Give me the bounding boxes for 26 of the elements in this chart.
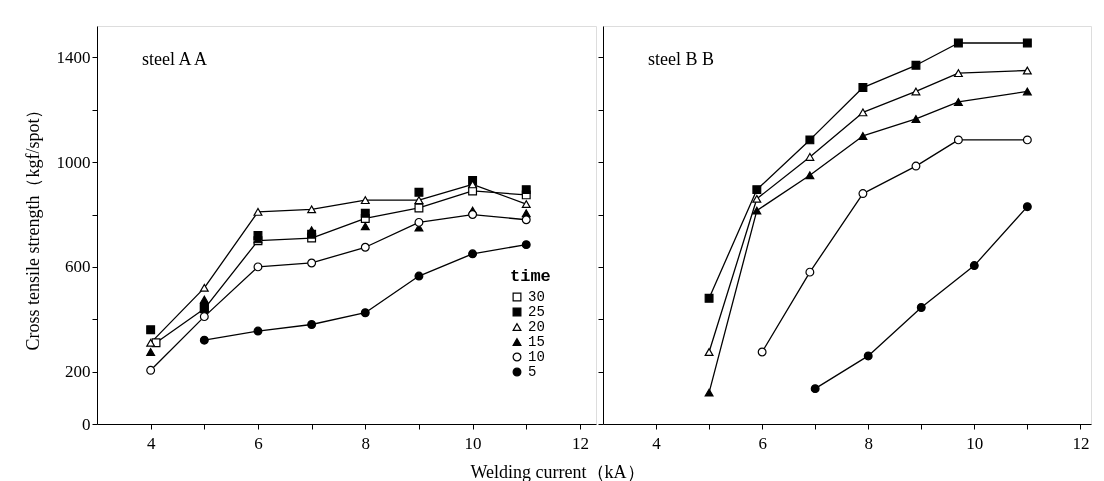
y-tick-label: 1400: [56, 47, 91, 67]
y-tick-label: 1000: [56, 152, 91, 172]
x-tick-label: 12: [571, 433, 589, 453]
x-tick-label: 4: [146, 433, 156, 453]
x-tick-label: 6: [758, 433, 767, 453]
x-tick-label: 10: [966, 433, 984, 453]
y-tick-label: 200: [65, 362, 91, 382]
y-tick-label: 600: [65, 257, 91, 277]
annotation: steel B B: [648, 49, 714, 69]
annotation: steel A A: [142, 49, 208, 69]
legend-label: 10: [528, 349, 545, 365]
x-tick-label: 6: [254, 433, 263, 453]
x-tick-label: 8: [361, 433, 371, 453]
x-tick-label: 4: [652, 433, 662, 453]
legend-label: 5: [528, 364, 537, 380]
x-tick-label: 8: [864, 433, 873, 453]
legend-label: 20: [528, 319, 545, 335]
legend-label: 15: [528, 334, 545, 350]
y-tick-label: 0: [82, 414, 91, 434]
y-axis-title: Cross tensile strength（kgf/spot）: [22, 100, 43, 351]
x-tick-label: 10: [464, 433, 482, 453]
x-axis-title: Welding current（kA）: [470, 461, 645, 481]
legend-title: time: [510, 267, 551, 286]
legend-label: 30: [528, 289, 545, 305]
x-tick-label: 12: [1072, 433, 1090, 453]
legend-label: 25: [528, 304, 545, 320]
